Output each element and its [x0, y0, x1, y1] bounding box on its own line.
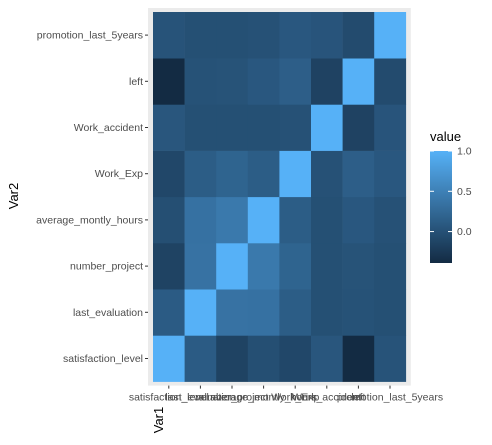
heatmap-cell [247, 289, 280, 336]
y-tick-label: satisfaction_level [63, 353, 143, 365]
y-tick-label: left [129, 76, 143, 88]
heatmap-cell [374, 243, 407, 290]
heatmap-cell [311, 335, 343, 382]
heatmap-cell [311, 150, 343, 198]
heatmap-cell [374, 104, 407, 151]
heatmap-cell [216, 58, 249, 105]
y-tick-label: promotion_last_5years [37, 30, 143, 42]
heatmap-cell [247, 12, 280, 59]
heatmap-cell [184, 12, 217, 59]
x-tick-label: left [351, 392, 365, 404]
heatmap-cell [311, 243, 343, 290]
heatmap-cell [216, 12, 249, 59]
heatmap-cell [342, 12, 375, 59]
heatmap-cell [311, 58, 343, 105]
x-tick-label: promotion_last_5years [337, 392, 443, 404]
y-tick-label: average_montly_hours [36, 214, 143, 226]
heatmap-cell [342, 243, 375, 290]
heatmap-cell [247, 150, 280, 198]
heatmap-cell [153, 58, 185, 105]
y-axis-ticks: satisfaction_level last_evaluation number_… [36, 30, 148, 365]
legend: value 1.0 0.5 0.0 [430, 129, 472, 263]
legend-tick-label: 0.0 [457, 226, 472, 238]
heatmap-cell [247, 243, 280, 290]
heatmap-cell [279, 58, 312, 105]
heatmap-cell [247, 104, 280, 151]
legend-colorbar [430, 151, 452, 263]
x-tick-label: Work_accident [292, 392, 361, 404]
heatmap-cell [342, 150, 375, 198]
heatmap-cell [279, 335, 312, 382]
heatmap-cell [279, 289, 312, 336]
y-axis-title: Var2 [6, 183, 21, 210]
heatmap-cell [311, 12, 343, 59]
heatmap-cell [153, 243, 185, 290]
heatmap-cell [374, 196, 407, 244]
heatmap-cell [342, 289, 375, 336]
y-tick-label: last_evaluation [73, 307, 143, 319]
heatmap-cell [216, 243, 249, 290]
heatmap-cell [311, 289, 343, 336]
heatmap-cell [153, 289, 185, 336]
heatmap-cell [153, 12, 185, 59]
heatmap-cell [184, 196, 217, 244]
y-tick-label: Work_accident [74, 122, 143, 134]
x-tick-label: average_montly_hours [210, 392, 317, 404]
heatmap-cell [184, 335, 217, 382]
x-tick-label: number_project [196, 392, 269, 404]
heatmap-cell [374, 58, 407, 105]
heatmap-cell [279, 104, 312, 151]
heatmap-cell [153, 104, 185, 151]
heatmap-cell [279, 196, 312, 244]
heatmap-cell [247, 58, 280, 105]
y-tick-label: Work_Exp [95, 168, 143, 180]
x-axis-title: Var1 [151, 407, 166, 434]
heatmap-cell [342, 104, 375, 151]
x-tick-label: last_evaluation [165, 392, 235, 404]
heatmap-cell [184, 104, 217, 151]
heatmap-cell [374, 289, 407, 336]
heatmap-cell [311, 196, 343, 244]
heatmap-cell [216, 335, 249, 382]
x-tick-label: satisfaction_level [129, 392, 209, 404]
legend-tick-label: 0.5 [457, 186, 472, 198]
heatmap-cell [216, 289, 249, 336]
heatmap-cell [184, 289, 217, 336]
heatmap-cell [184, 243, 217, 290]
heatmap-cell [279, 243, 312, 290]
heatmap-cell [184, 150, 217, 198]
x-axis-ticks: satisfaction_levellast_evaluationnumber_… [129, 385, 443, 404]
heatmap-cell [184, 58, 217, 105]
heatmap-cell [342, 58, 375, 105]
heatmap-cell [311, 104, 343, 151]
heatmap-cell [247, 196, 280, 244]
legend-ticks: 1.0 0.5 0.0 [430, 146, 472, 238]
heatmap-cell [216, 150, 249, 198]
heatmap-cells [153, 12, 407, 382]
heatmap-cell [153, 150, 185, 198]
heatmap-cell [374, 12, 407, 59]
legend-tick-label: 1.0 [457, 146, 472, 158]
heatmap-cell [279, 12, 312, 59]
x-tick-label: Work_Exp [271, 392, 319, 404]
heatmap-cell [153, 335, 185, 382]
heatmap-cell [153, 196, 185, 244]
heatmap-cell [279, 150, 312, 198]
heatmap-cell [374, 335, 407, 382]
heatmap-cell [374, 150, 407, 198]
legend-title: value [430, 129, 461, 144]
y-tick-label: number_project [70, 261, 143, 273]
heatmap-cell [216, 104, 249, 151]
heatmap-cell [247, 335, 280, 382]
heatmap-cell [342, 196, 375, 244]
heatmap-cell [216, 196, 249, 244]
heatmap-cell [342, 335, 375, 382]
